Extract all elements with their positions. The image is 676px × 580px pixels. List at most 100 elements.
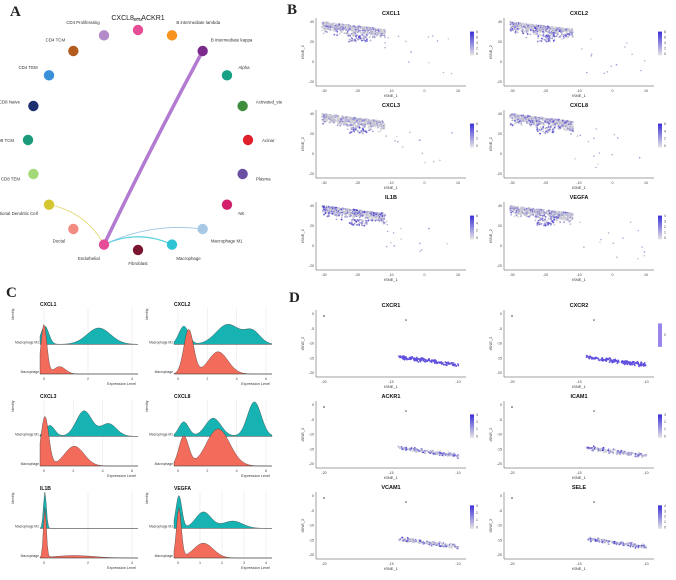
b-legend-tick-3-3: 0 <box>664 144 666 148</box>
node-label-3: Alpha <box>238 65 250 70</box>
d-xtick-5-0: -20 <box>509 562 514 566</box>
d-ytick-3-1: -5 <box>499 418 502 422</box>
b-xtick-2-0: -30 <box>321 181 326 185</box>
b-ytick-1-1: 20 <box>498 40 502 44</box>
b-legend-tick-0-1: 6 <box>476 36 478 40</box>
b-title-2: CXCL3 <box>382 103 400 109</box>
tsne-zoom-grid-svg: CXCR1-20 -15 -100-5-10-15-20tSNE_1tSNE_2CX… <box>300 303 666 571</box>
d-ytick-1-1: -5 <box>499 327 502 331</box>
node-16 <box>28 100 39 112</box>
node-label-0: Beta <box>133 17 143 22</box>
b-xtick-2-4: 10 <box>456 181 460 185</box>
node-label-2: B intermediate kappa <box>211 38 253 43</box>
b-xlabel-0: tSNE_1 <box>384 93 399 98</box>
d-ytick-2-2: -10 <box>309 433 314 437</box>
c-xtick-5-3: 3 <box>243 561 245 565</box>
node-13 <box>43 199 55 210</box>
d-legend-tick-4-0: 3 <box>476 504 478 508</box>
tsne-grid-svg: CXCL1-30 -20 -10 0 1040200-20tSNE_1tSNE_2864… <box>300 11 666 282</box>
b-xtick-4-2: -10 <box>388 273 393 277</box>
b-xtick-4-0: -30 <box>321 273 326 277</box>
d-legend-tick-5-2: 2 <box>664 515 666 519</box>
d-ytick-0-3: -15 <box>309 356 314 360</box>
b-legend-tick-5-4: 0 <box>664 236 666 240</box>
d-subplot-0: CXCR1 -20 -15 -10 0 -5 -10 -15 -20 tSNE_1 tSNE_2 <box>300 303 466 389</box>
d-ytick-1-0: 0 <box>500 312 502 316</box>
d-ytick-0-1: -5 <box>311 327 314 331</box>
node-9 <box>166 239 178 250</box>
d-ylabel-3: tSNE_2 <box>488 427 493 442</box>
c-xlabel-1: Expression Level <box>241 382 270 386</box>
node-14 <box>28 168 39 180</box>
b-xtick-4-3: 0 <box>424 273 426 277</box>
d-legend-bar-3 <box>658 414 662 438</box>
d-legend-tick-4-1: 2 <box>476 511 478 515</box>
b-ytick-1-2: 0 <box>500 60 502 64</box>
node-5 <box>242 134 254 146</box>
b-ytick-5-0: 40 <box>498 204 502 208</box>
b-xtick-1-4: 10 <box>644 89 648 93</box>
d-ytick-3-4: -20 <box>497 462 502 466</box>
d-ytick-0-2: -10 <box>309 342 314 346</box>
b-legend-tick-4-1: 4 <box>476 221 478 225</box>
b-legend-bar-2 <box>470 123 474 148</box>
b-points-1 <box>509 20 646 75</box>
b-xtick-0-1: -20 <box>355 89 360 93</box>
c-rowlabel-0-0: Macrophage M1 <box>15 340 39 344</box>
b-title-1: CXCL2 <box>570 11 588 17</box>
b-ytick-5-1: 20 <box>498 224 502 228</box>
c-title-1: CXCL2 <box>174 302 191 308</box>
b-legend-tick-4-3: 0 <box>476 236 478 240</box>
d-points-2 <box>323 406 460 460</box>
c-rowlabel-3-1: Macrophage <box>155 462 173 466</box>
d-subplot-1: CXCR2 -20 -15 -10 0 -5 -10 -15 -20 tSNE_1 tSNE_2 0 <box>488 303 666 389</box>
d-subplot-4: VCAM1 -20 -15 -10 0 -5 -10 -15 -20 tSNE_1 tSNE_2 3 2… <box>300 485 478 571</box>
c-rowlabel-4-0: Macrophage M1 <box>15 524 39 528</box>
node-label-18: CD4 TCM <box>46 38 66 43</box>
b-xtick-0-4: 10 <box>456 89 460 93</box>
b-title-5: VEGFA <box>570 195 589 201</box>
c-rowlabel-2-0: Macrophage M1 <box>15 432 39 436</box>
b-ytick-4-1: 20 <box>310 224 314 228</box>
c-xtick-5-2: 2 <box>221 561 223 565</box>
c-ridge-2-0 <box>39 410 139 437</box>
node-label-14: CD8 TEM <box>1 176 21 181</box>
d-ylabel-1: tSNE_2 <box>488 336 493 351</box>
node-label-5: Acinar <box>262 138 275 143</box>
d-legend-tick-2-3: 0 <box>476 434 478 438</box>
d-xlabel-3: tSNE_1 <box>572 475 587 480</box>
b-ytick-2-1: 20 <box>310 132 314 136</box>
edge-1 <box>48 204 105 246</box>
d-xlabel-2: tSNE_1 <box>384 475 399 480</box>
b-xtick-3-1: -20 <box>543 181 548 185</box>
node-0 <box>132 24 144 36</box>
node-label-1: B intermediate lambda <box>176 20 220 25</box>
c-title-3: CXCL8 <box>174 394 191 400</box>
b-legend-tick-1-2: 4 <box>664 41 666 45</box>
c-xtick-5-4: 4 <box>265 561 267 565</box>
d-subplot-5: SELE -20 -15 -10 0 -5 -10 -15 -20 tSNE_1 tSNE_2 43 2… <box>488 485 666 571</box>
b-legend-tick-0-4: 0 <box>476 52 478 56</box>
d-legend-bar-2 <box>470 414 474 438</box>
c-title-0: CXCL1 <box>40 302 57 308</box>
d-ytick-4-4: -20 <box>309 553 314 557</box>
b-ytick-3-0: 40 <box>498 112 502 116</box>
b-legend-tick-5-3: 1 <box>664 230 666 234</box>
c-rowlabel-1-1: Macrophage <box>155 370 173 374</box>
b-ytick-5-2: 0 <box>500 244 502 248</box>
c-ridge-4-0 <box>39 491 138 529</box>
node-label-16: CD8 Naive <box>0 100 21 105</box>
b-ylabel-0: tSNE_2 <box>300 44 305 59</box>
b-legend-tick-3-1: 4 <box>664 129 666 133</box>
b-xtick-2-3: 0 <box>424 181 426 185</box>
c-ylabel-4: Identity <box>11 492 15 504</box>
b-subplot-3: CXCL8-30 -20 -10 0 1040200-20tSNE_1tSNE_2642… <box>488 103 666 190</box>
b-xlabel-2: tSNE_1 <box>384 185 399 190</box>
d-ytick-5-2: -10 <box>497 524 502 528</box>
d-xtick-2-1: -15 <box>388 471 393 475</box>
d-legend-tick-3-0: 3 <box>664 413 666 417</box>
b-points-2 <box>321 112 453 164</box>
b-ytick-2-3: -20 <box>309 172 314 176</box>
d-ylabel-5: tSNE_2 <box>488 518 493 533</box>
